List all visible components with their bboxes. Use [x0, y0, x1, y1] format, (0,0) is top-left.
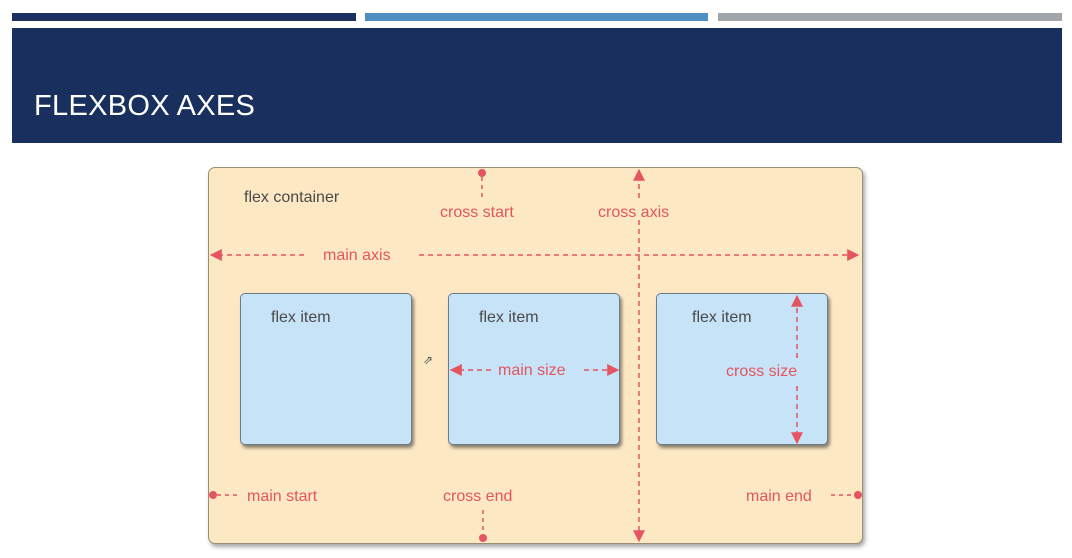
flex-item-label: flex item	[271, 309, 331, 326]
slide-title: FLEXBOX AXES	[34, 90, 256, 122]
main-start-dot	[209, 491, 217, 499]
main-size-label: main size	[498, 362, 566, 379]
cross-axis-label: cross axis	[598, 204, 670, 221]
flex-container-diagram: flex container flex item flex item flex …	[208, 167, 863, 544]
flex-item-1: flex item	[240, 293, 412, 445]
flex-item-3: flex item	[656, 293, 828, 445]
flex-item-label: flex item	[692, 309, 752, 326]
main-end-label: main end	[746, 488, 812, 505]
cross-size-label: cross size	[726, 363, 798, 380]
accent-bar-dark	[12, 13, 356, 21]
main-start-label: main start	[247, 488, 318, 505]
title-banner: FLEXBOX AXES	[12, 28, 1062, 143]
mouse-cursor-icon: ⇗	[423, 353, 434, 367]
cross-end-dot	[479, 534, 487, 542]
cross-start-label: cross start	[440, 204, 514, 221]
axis-arrows	[209, 168, 862, 543]
cross-end-label: cross end	[443, 488, 513, 505]
flex-item-label: flex item	[479, 309, 539, 326]
accent-bar-blue	[365, 13, 708, 21]
main-end-dot	[854, 491, 862, 499]
main-axis-label: main axis	[323, 247, 391, 264]
cross-start-dot	[478, 169, 486, 177]
flex-container-label: flex container	[244, 189, 340, 206]
flex-item-2: flex item	[448, 293, 620, 445]
accent-bar-gray	[718, 13, 1062, 21]
